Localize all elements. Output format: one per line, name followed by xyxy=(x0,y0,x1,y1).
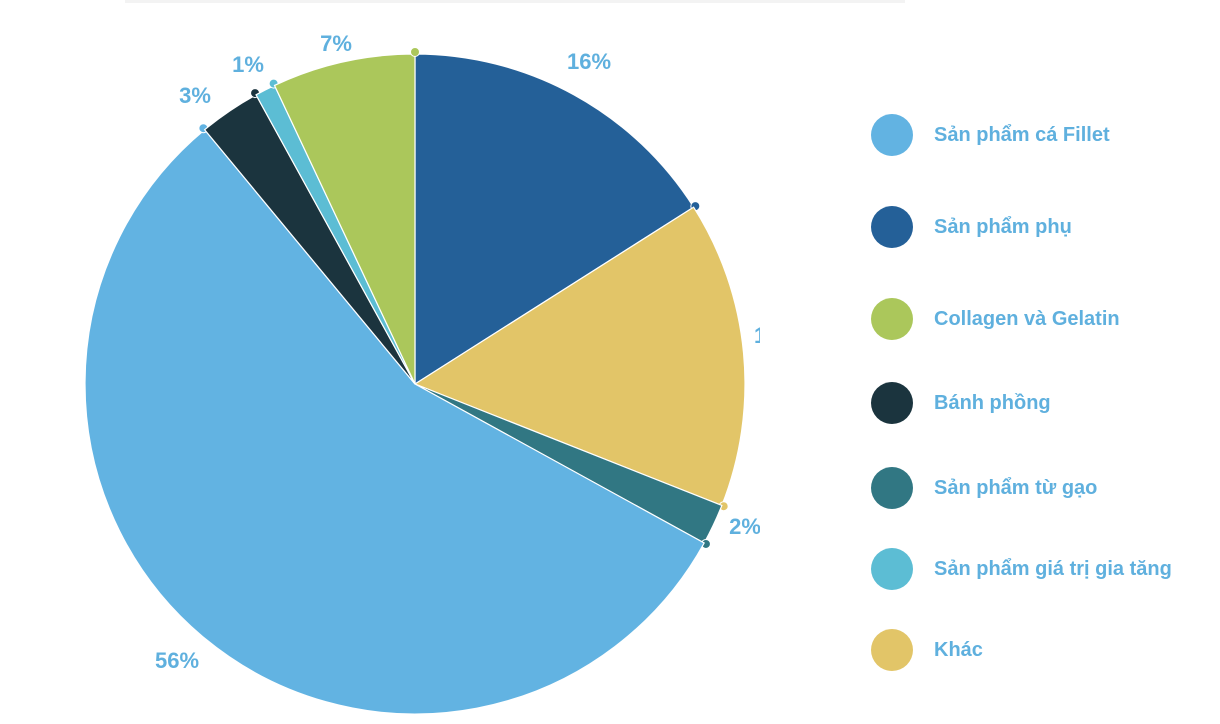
legend-swatch-crackers xyxy=(871,382,913,424)
legend-label-other: Khác xyxy=(934,638,983,661)
legend-item-fillet: Sản phẩm cá Fillet xyxy=(871,113,1110,157)
legend-item-rice: Sản phẩm từ gạo xyxy=(871,466,1097,510)
legend-item-crackers: Bánh phồng xyxy=(871,381,1051,425)
pie-slice-collagen-va-gelatin xyxy=(273,53,416,385)
pie-chart: 16% 15% 2% 56% 3% 1% 7% xyxy=(84,31,760,715)
data-label-banh-phong: 3% xyxy=(179,83,211,108)
legend-label-crackers: Bánh phồng xyxy=(934,391,1051,414)
legend-label-rice: Sản phẩm từ gạo xyxy=(934,476,1098,499)
legend-swatch-fillet xyxy=(871,114,913,156)
legend-swatch-collagen xyxy=(871,298,913,340)
legend-swatch-value-added xyxy=(871,548,913,590)
data-label-khac: 15% xyxy=(754,323,760,348)
data-label-san-pham-tu-gao: 2% xyxy=(729,514,760,539)
legend-swatch-other xyxy=(871,629,913,671)
legend-item-value-added: Sản phẩm giá trị gia tăng xyxy=(871,547,1172,591)
legend-label-value-added: Sản phẩm giá trị gia tăng xyxy=(934,557,1172,580)
legend-item-collagen: Collagen và Gelatin xyxy=(871,297,1120,341)
top-divider xyxy=(125,0,905,3)
legend-item-by-products: Sản phẩm phụ xyxy=(871,205,1072,249)
pie-slice-san-pham-ca-fillet xyxy=(84,128,705,715)
legend-swatch-rice xyxy=(871,467,913,509)
legend-label-collagen: Collagen và Gelatin xyxy=(934,307,1120,330)
pie-slice-khac xyxy=(413,206,746,507)
data-label-collagen-va-gelatin: 7% xyxy=(320,31,352,56)
data-label-san-pham-phu: 16% xyxy=(567,49,611,74)
slice-marker-collagen-va-gelatin xyxy=(410,47,420,57)
legend-label-fillet: Sản phẩm cá Fillet xyxy=(934,123,1110,146)
pie-slice-san-pham-phu xyxy=(414,53,695,386)
data-label-san-pham-ca-fillet: 56% xyxy=(155,648,199,673)
legend-label-by-products: Sản phẩm phụ xyxy=(934,215,1072,238)
legend-swatch-by-products xyxy=(871,206,913,248)
data-label-san-pham-gia-tri-gia-tang: 1% xyxy=(232,52,264,77)
legend-item-other: Khác xyxy=(871,628,983,672)
